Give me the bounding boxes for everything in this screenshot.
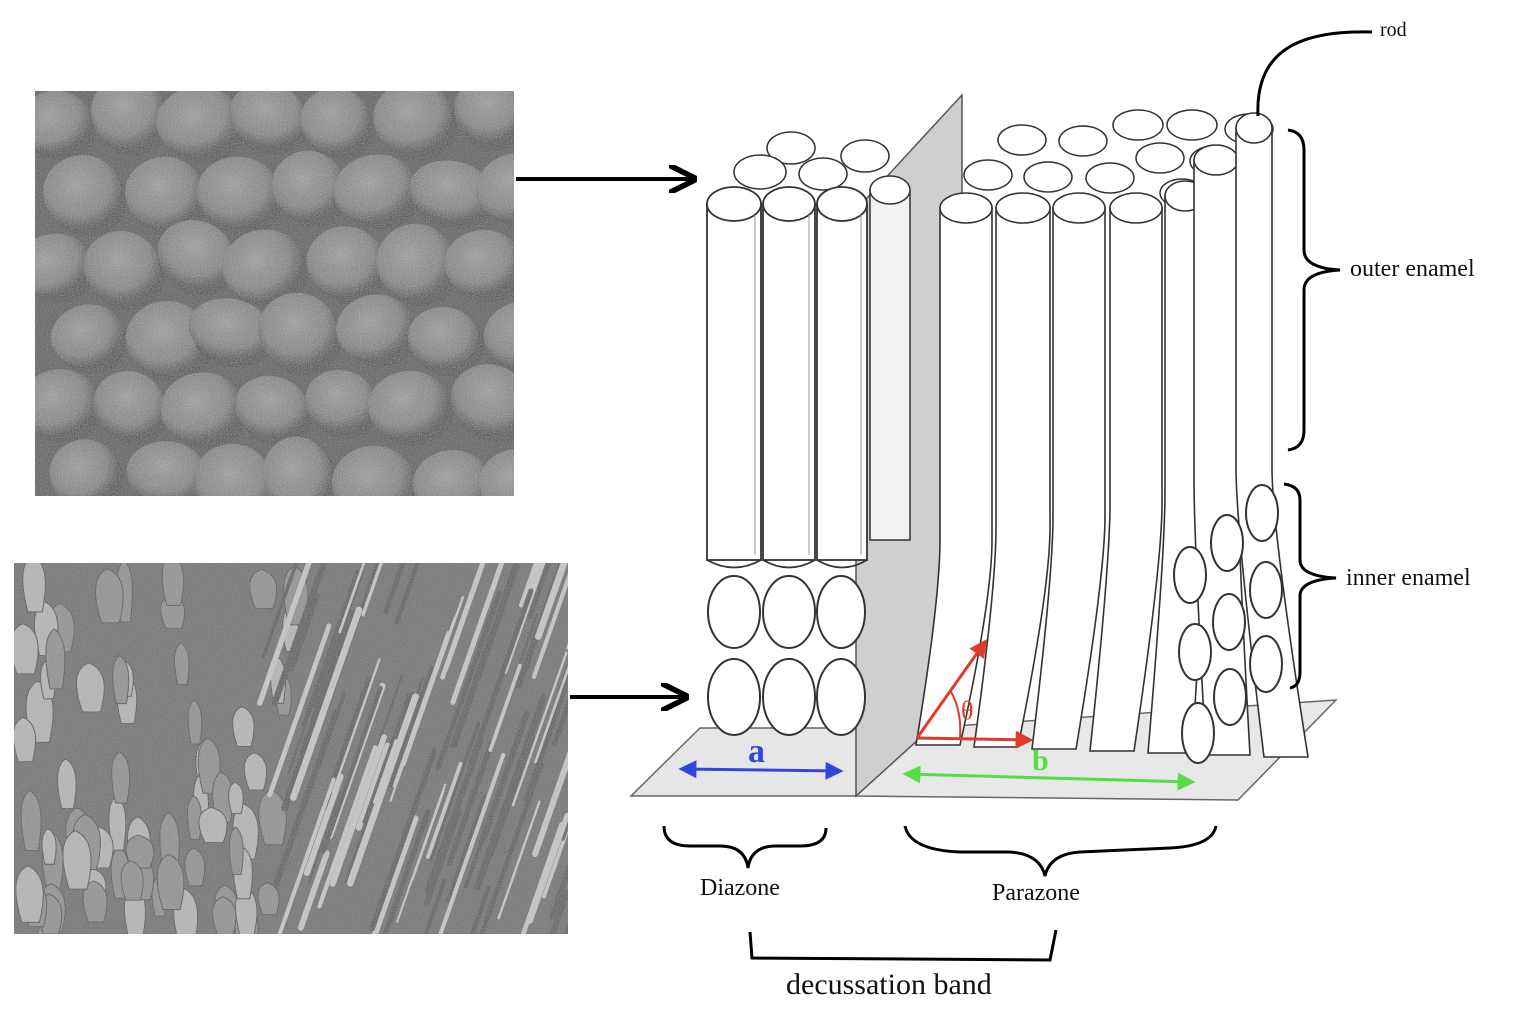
parazone-brace xyxy=(903,825,1218,877)
decussation-band-bracket xyxy=(748,929,1058,962)
diazone-front-rods xyxy=(706,175,911,569)
b-width-arrow xyxy=(902,765,1196,791)
bottom-sem-micrograph xyxy=(14,563,568,934)
theta-horizontal-arrow xyxy=(916,730,1034,749)
diazone-label: Diazone xyxy=(700,875,780,901)
a-label: a xyxy=(748,733,765,770)
decussation-band-label: decussation band xyxy=(786,968,992,1001)
outer-enamel-label: outer enamel xyxy=(1350,256,1475,282)
parazone-rod-cross-sections xyxy=(1173,484,1283,764)
top-sem-micrograph xyxy=(35,91,514,496)
rod-leader-line xyxy=(1256,30,1373,117)
parazone-front-rods xyxy=(915,112,1309,758)
bottom-sem-texture xyxy=(14,563,568,934)
diazone-base-plate xyxy=(629,727,863,797)
b-label: b xyxy=(1032,744,1049,777)
rod-label: rod xyxy=(1380,19,1407,41)
theta-angle-arc xyxy=(949,689,962,739)
diazone-rod-cross-sections xyxy=(707,575,866,736)
inner-enamel-brace xyxy=(1283,482,1337,690)
diazone-back-rods xyxy=(733,131,890,191)
inner-enamel-label: inner enamel xyxy=(1346,565,1471,591)
parazone-label: Parazone xyxy=(992,880,1080,906)
top-sem-texture xyxy=(35,91,514,496)
diazone-brace xyxy=(662,825,828,869)
theta-label: θ xyxy=(961,696,974,725)
a-width-arrow xyxy=(678,760,844,780)
outer-enamel-brace xyxy=(1287,128,1341,452)
